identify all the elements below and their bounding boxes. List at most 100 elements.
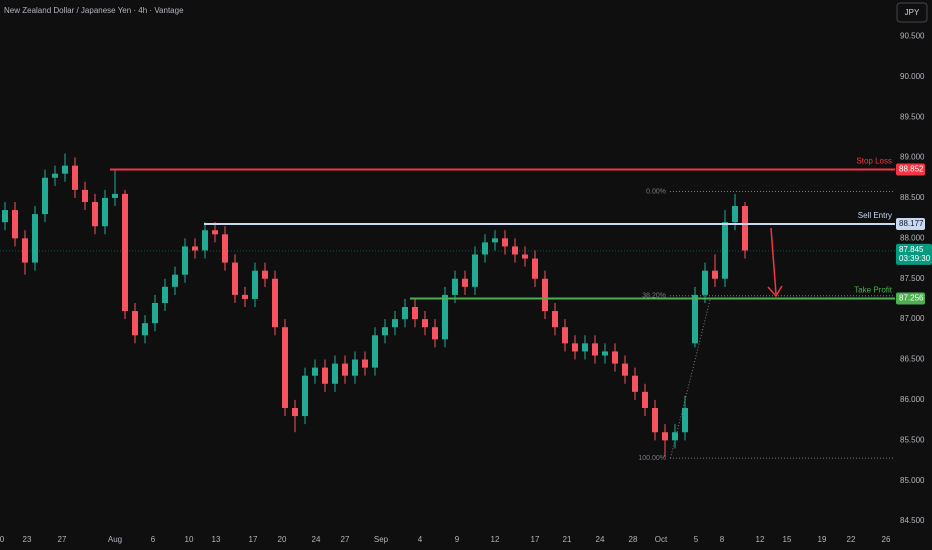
candle-body <box>542 278 548 312</box>
candle-body <box>2 210 8 223</box>
candle-body <box>282 327 288 409</box>
candle-body <box>12 210 18 239</box>
candle-body <box>512 246 518 255</box>
candle-body <box>482 242 488 255</box>
candle-body <box>632 375 638 392</box>
candle-body <box>212 230 218 235</box>
candle-body <box>292 408 298 417</box>
fib-label: 100.00% <box>638 455 666 462</box>
y-tick-label: 89.500 <box>900 112 925 121</box>
y-tick-label: 90.500 <box>900 31 925 40</box>
candle-body <box>362 359 368 368</box>
y-tick-label: 88.000 <box>900 233 925 242</box>
x-tick-label: 5 <box>694 535 699 544</box>
x-tick-label: Aug <box>108 535 122 544</box>
x-tick-label: 0 <box>0 535 5 544</box>
candle-body <box>492 238 498 243</box>
current-price-box <box>896 243 932 265</box>
level-name: Stop Loss <box>856 157 892 166</box>
x-tick-label: 27 <box>341 535 350 544</box>
candle-body <box>612 351 618 364</box>
candle-body <box>402 307 408 320</box>
candle-body <box>642 391 648 409</box>
candle-body <box>532 258 538 279</box>
arrow-shaft <box>770 227 777 295</box>
x-tick-label: 6 <box>151 535 156 544</box>
candle-body <box>72 165 78 190</box>
y-tick-label: 86.000 <box>900 395 925 404</box>
x-tick-label: 23 <box>23 535 32 544</box>
y-tick-label: 87.000 <box>900 314 925 323</box>
candle-body <box>332 363 338 384</box>
candle-body <box>242 294 248 299</box>
candle-body <box>122 193 128 312</box>
x-tick-label: 19 <box>818 535 827 544</box>
countdown: 03:39:30 <box>899 254 931 263</box>
candle-body <box>162 286 168 303</box>
candle-body <box>382 327 388 336</box>
candle-body <box>682 408 688 433</box>
x-tick-label: 24 <box>596 535 605 544</box>
y-tick-label: 85.000 <box>900 476 925 485</box>
candle-body <box>452 278 458 295</box>
candle-body <box>412 307 418 320</box>
level-price: 87.256 <box>899 294 924 303</box>
x-tick-label: 17 <box>249 535 258 544</box>
candle-body <box>422 319 428 328</box>
candle-body <box>432 327 438 340</box>
candle-body <box>582 343 588 352</box>
candle-body <box>692 294 698 344</box>
x-tick-label: 20 <box>278 535 287 544</box>
x-tick-label: 8 <box>720 535 725 544</box>
candle-body <box>82 189 88 202</box>
level-price-box <box>896 218 925 231</box>
level-name: Take Profit <box>854 286 893 295</box>
current-price: 87.845 <box>899 245 924 254</box>
x-tick-label: 27 <box>58 535 67 544</box>
level-price-box <box>896 163 925 176</box>
x-tick-label: 26 <box>882 535 891 544</box>
y-tick-label: 86.500 <box>900 355 925 364</box>
currency-label[interactable]: JPY <box>905 8 920 17</box>
y-tick-label: 88.500 <box>900 193 925 202</box>
candle-body <box>112 193 118 198</box>
candle-body <box>742 206 748 251</box>
level-price: 88.852 <box>899 165 924 174</box>
candle-body <box>322 367 328 384</box>
y-tick-label: 85.500 <box>900 435 925 444</box>
candle-body <box>42 177 48 215</box>
candle-body <box>552 311 558 328</box>
candle-body <box>152 302 158 324</box>
candle-body <box>62 165 68 174</box>
candle-body <box>622 363 628 376</box>
candle-body <box>272 278 278 328</box>
x-tick-label: 13 <box>212 535 221 544</box>
candle-body <box>142 323 148 336</box>
candle-body <box>52 173 58 178</box>
candle-body <box>472 254 478 287</box>
candle-body <box>252 270 258 299</box>
candle-body <box>672 432 678 441</box>
x-tick-label: 24 <box>312 535 321 544</box>
candle-body <box>32 214 38 263</box>
x-tick-label: 4 <box>418 535 423 544</box>
level-price-box <box>896 292 925 305</box>
candle-body <box>372 335 378 368</box>
y-tick-label: 89.000 <box>900 153 925 162</box>
x-tick-label: Sep <box>374 535 389 544</box>
x-tick-label: 9 <box>455 535 460 544</box>
candle-body <box>342 363 348 376</box>
candle-body <box>302 375 308 417</box>
fib-label: 0.00% <box>646 188 666 195</box>
currency-button[interactable] <box>896 2 928 23</box>
candle-body <box>182 246 188 275</box>
candle-body <box>132 311 138 336</box>
candle-body <box>652 408 658 433</box>
y-tick-label: 84.500 <box>900 516 925 525</box>
candle-body <box>192 246 198 251</box>
candle-body <box>522 254 528 259</box>
x-tick-label: 12 <box>756 535 765 544</box>
